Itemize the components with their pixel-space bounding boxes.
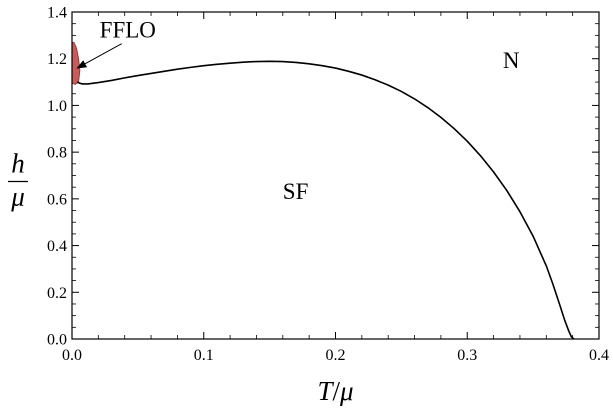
x-tick-label: 0.0 [62, 347, 82, 364]
x-tick-label: 0.4 [589, 347, 609, 364]
y-axis-label-numerator: h [11, 149, 25, 179]
y-tick-label: 1.4 [47, 5, 67, 22]
x-axis-label-denominator: μ [339, 376, 354, 406]
y-tick-label: 0.4 [47, 238, 67, 255]
y-tick-label: 0.2 [47, 285, 67, 302]
x-axis-label-numerator: T [317, 376, 334, 406]
y-axis-label-denominator: μ [10, 182, 25, 212]
y-tick-label: 0.8 [47, 145, 67, 162]
annotation-fflo-arrow [76, 43, 122, 69]
axis-labels: T/μ h μ [8, 149, 354, 406]
x-tick-label: 0.1 [194, 347, 214, 364]
plot-frame [71, 11, 600, 340]
series-layer [76, 60, 575, 340]
annotation-layer: FFLO N SF [76, 18, 520, 204]
phase-boundary-line [76, 60, 575, 340]
annotation-fflo-label: FFLO [100, 18, 156, 43]
region-layer [71, 41, 81, 85]
y-tick-label: 0.6 [47, 191, 67, 208]
y-tick-label: 0.0 [47, 332, 67, 349]
y-tick-label: 1.2 [47, 51, 67, 68]
ticks-layer: 0.0 0.1 0.2 0.3 0.4 0.0 0.2 0.4 0.6 0.8 1.0 1.2 1.4 [47, 5, 609, 365]
x-tick-label: 0.2 [326, 347, 346, 364]
annotation-n-label: N [503, 48, 520, 73]
y-tick-label: 1.0 [47, 98, 67, 115]
x-axis-label: T/μ [317, 376, 353, 406]
x-axis-label-slash: / [332, 376, 340, 406]
annotation-sf-label: SF [283, 179, 309, 204]
x-tick-label: 0.3 [457, 347, 477, 364]
fflo-region [71, 41, 81, 85]
